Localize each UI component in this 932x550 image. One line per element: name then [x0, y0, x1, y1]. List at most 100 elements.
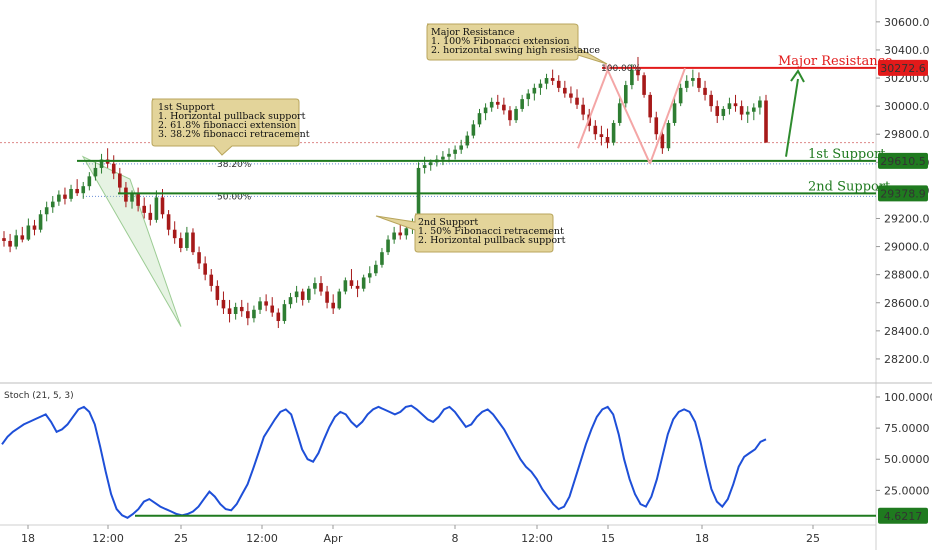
candle-body — [191, 232, 195, 253]
price-tick-label: 30600.0 — [884, 16, 930, 29]
major-resistance-note-line-1: Major Resistance — [431, 27, 515, 38]
price-tick-label: 28800.0 — [884, 269, 930, 282]
fib-retracement-triangle[interactable] — [81, 155, 182, 327]
candle-body — [758, 100, 762, 108]
candle-body — [526, 93, 531, 100]
stochastic-tick-label: 25.0000 — [884, 484, 930, 497]
first-support-price: 29610.5 — [880, 155, 926, 168]
candle-body — [233, 306, 238, 314]
candle-body — [215, 285, 220, 300]
candle-body — [246, 311, 250, 319]
candle-body — [678, 87, 683, 104]
candle-body — [556, 80, 561, 88]
candle-body — [703, 87, 707, 95]
second-support-note[interactable]: 2nd Support 1. 50% Fibonacci retracement… — [375, 213, 566, 253]
candle-body — [642, 75, 646, 95]
time-tick-label: 18 — [21, 532, 35, 545]
projection-arrow-shaft — [785, 78, 799, 157]
candle-body — [739, 106, 744, 115]
candle-body — [593, 125, 598, 135]
stochastic-level-tag: 4.6217 — [878, 507, 928, 524]
candle-body — [32, 225, 37, 230]
candle-body — [63, 194, 67, 199]
candle-body — [416, 167, 421, 223]
candle-body — [258, 301, 262, 310]
candle-body — [325, 291, 329, 303]
time-axis[interactable]: 18 12:00 25 12:00 Apr 8 12:00 15 18 25 — [21, 525, 820, 545]
candle-body — [124, 187, 128, 202]
candle-body — [203, 263, 207, 275]
candle-body — [349, 280, 354, 286]
candle-body — [630, 69, 634, 86]
fib-extension-segment — [577, 63, 611, 149]
candle-body — [197, 252, 201, 264]
candle-body — [282, 304, 287, 322]
candle-body — [489, 101, 494, 108]
major-resistance-note[interactable]: Major Resistance 1. 100% Fibonacci exten… — [426, 23, 608, 65]
time-tick-label: 12:00 — [246, 532, 278, 545]
candle-body — [239, 306, 244, 312]
candle-body — [550, 78, 555, 81]
projection-arrow-head — [790, 69, 805, 83]
price-tick-label: 30400.0 — [884, 44, 930, 57]
stochastic-axis[interactable]: 100.0000 75.0000 50.0000 25.0000 — [876, 391, 932, 497]
stochastic-title: Stoch (21, 5, 3) — [4, 391, 74, 401]
candle-body — [508, 110, 512, 121]
candle-body — [87, 176, 92, 187]
stochastic-tick-label: 75.0000 — [884, 422, 930, 435]
fib-extension-segment — [649, 67, 686, 165]
candle-body — [221, 299, 226, 309]
price-tick-label: 28600.0 — [884, 297, 930, 310]
candle-body — [727, 103, 732, 109]
candle-body — [331, 302, 335, 309]
candle-body — [563, 87, 567, 94]
candle-body — [44, 207, 49, 215]
candle-body — [648, 94, 652, 118]
price-panel-background — [0, 0, 876, 383]
time-tick-label: 12:00 — [92, 532, 124, 545]
candle-body — [81, 186, 86, 194]
candle-body — [57, 194, 61, 202]
candle-body — [20, 235, 25, 240]
candle-body — [532, 87, 537, 94]
candle-body — [733, 103, 738, 107]
time-tick-label: Apr — [323, 532, 343, 545]
candle-body — [684, 80, 689, 88]
candle-body — [276, 312, 281, 322]
stochastic-panel: Stoch (21, 5, 3) 100.0000 75.0000 50.0000 2… — [1, 391, 932, 524]
fib-extension-segment — [604, 63, 651, 165]
first-support-label: 1st Support — [808, 147, 886, 162]
fib-extension-lines — [577, 63, 686, 165]
candle-body — [745, 111, 750, 115]
candle-body — [611, 122, 616, 143]
first-support-note-line-4: 3. 38.2% fibonacci retracement — [158, 129, 310, 140]
candle-body — [142, 205, 147, 213]
major-resistance-note-line-3: 2. horizontal swing high resistance — [431, 45, 600, 56]
candle-body — [544, 78, 549, 84]
candle-body — [136, 193, 140, 206]
fib-100-label: 100.00% — [601, 64, 641, 74]
candle-body — [581, 104, 585, 115]
candle-body — [380, 252, 384, 265]
candle-body — [752, 107, 756, 112]
second-support-note-line-3: 2. Horizontal pullback support — [418, 235, 566, 246]
candle-body — [617, 103, 622, 123]
price-tick-label: 28400.0 — [884, 325, 930, 338]
second-support-note-line-1: 2nd Support — [418, 217, 478, 228]
candle-body — [691, 78, 695, 81]
candle-body — [300, 291, 305, 300]
projection-arrow — [785, 69, 805, 157]
candle-body — [605, 137, 610, 143]
candle-body — [130, 193, 134, 202]
candle-body — [764, 100, 768, 143]
candle-body — [270, 305, 275, 313]
candle-body — [459, 145, 463, 150]
candle-body — [148, 212, 153, 220]
stochastic-line — [1, 404, 767, 519]
candle-body — [319, 283, 323, 292]
candle-body — [294, 291, 299, 298]
price-tick-label: 29800.0 — [884, 128, 930, 141]
first-support-note[interactable]: 1st Support 1. Horizontal pullback suppo… — [151, 98, 310, 156]
